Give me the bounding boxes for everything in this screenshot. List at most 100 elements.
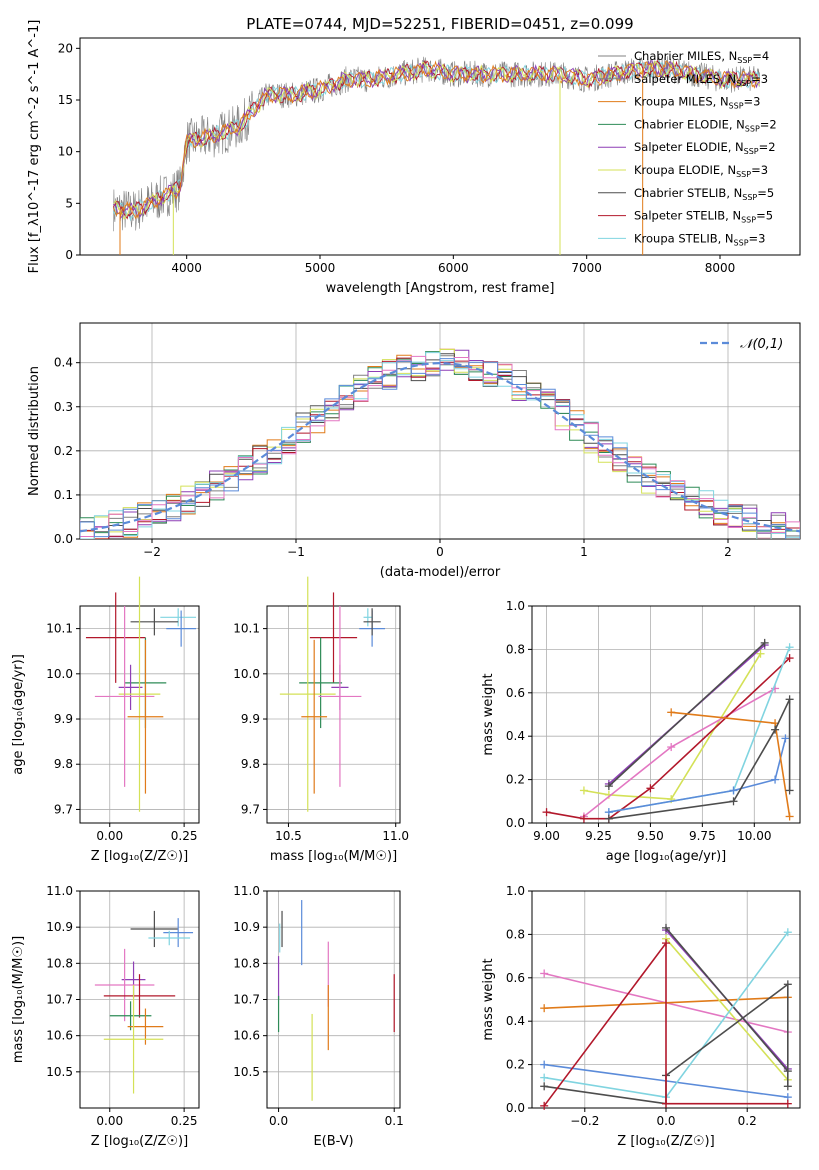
x-tick-label: 0.00 [96,1114,123,1128]
y-tick-label: 10.6 [46,1029,73,1043]
legend-label-chabrier_elodie: Chabrier ELODIE, NSSP=2 [634,117,777,133]
y-tick-label: 0.0 [54,532,73,546]
x-tick-label: 0.0 [269,1114,288,1128]
y-tick-label: 0.8 [506,642,525,656]
x-tick-label: 11.0 [382,829,409,843]
legend-label-salpeter_miles: Salpeter MILES, NSSP=3 [634,72,768,88]
x-tick-label: 9.25 [585,829,612,843]
y-tick-label: 20 [58,41,73,55]
y-tick-label: 0.4 [506,1014,525,1028]
x-tick-label: 7000 [571,261,602,275]
spectrum-axes: 4000 5000 6000 7000 8000 0 5 10 15 20 wavelength [… [27,20,801,296]
weight_vs_Z-series [540,923,792,1110]
y-tick-label: 0.0 [506,816,525,830]
x-tick-label: 2 [724,545,732,559]
y-tick-label: 5 [65,196,73,210]
weight_vs_age-series [542,638,794,823]
x-tick-label: 9.75 [689,829,716,843]
x-tick-label: 0.00 [96,829,123,843]
residuals-histograms [80,348,800,539]
x-tick-label: 0 [436,545,444,559]
mass_vs_Z-ylabel: mass [log₁₀(M/M☉)] [11,936,26,1063]
y-tick-label: 10.6 [233,1029,260,1043]
y-tick-label: 11.0 [46,884,73,898]
y-tick-label: 10.1 [46,622,73,636]
weight_vs_Z-xlabel: Z [log₁₀(Z/Z☉)] [617,1134,714,1149]
mass_vs_Z-points [94,910,194,1094]
spectrum-frame [79,37,801,256]
spectrum-legend: Chabrier MILES, NSSP=4 Salpeter MILES, NS… [598,49,777,247]
age_vs_mass-xlabel: mass [log₁₀(M/M☉)] [270,849,397,864]
x-tick-label: 9.50 [637,829,664,843]
x-tick-label: 0.0 [656,1114,675,1128]
y-tick-label: 0.0 [506,1101,525,1115]
y-tick-label: 0.3 [54,400,73,414]
series-line [608,646,791,813]
residuals-ylabel: Normed distribution [27,366,42,496]
y-tick-label: 9.7 [241,802,260,816]
weight_vs_age-xlabel: age [log₁₀(age/yr)] [606,849,727,864]
y-tick-label: 0 [65,248,73,262]
x-tick-label: 10.00 [737,829,771,843]
x-tick-label: 1 [580,545,588,559]
residuals-legend: 𝒩(0,1) [700,337,783,352]
age_vs_Z-ylabel: age [log₁₀(age/yr)] [11,654,26,775]
y-tick-label: 0.8 [506,927,525,941]
legend-label-kroupa_stelib: Kroupa STELIB, NSSP=3 [634,231,765,247]
series-line [665,927,789,1072]
figure-title: PLATE=0744, MJD=52251, FIBERID=0451, z=0… [246,15,633,33]
spectrum-model-line [112,59,761,220]
age_vs_mass-points [279,576,385,812]
residuals-axes: −2 −1 0 1 2 0.0 0.1 0.2 0.3 0.4 (data-model)/error… [27,322,801,580]
y-tick-label: 0.6 [506,686,525,700]
x-tick-label: 4000 [171,261,202,275]
y-tick-label: 10.8 [46,956,73,970]
age_vs_Z-points [85,576,197,812]
mass_vs_ebv-xlabel: E(B-V) [313,1134,353,1149]
legend-label-kroupa_miles: Kroupa MILES, NSSP=3 [634,95,760,111]
x-tick-label: 8000 [705,261,736,275]
weight_vs_age-axes: 9.00 9.25 9.50 9.75 10.00 0.0 0.2 0.4 0.6 0.8 1.0 a… [481,599,801,864]
y-tick-label: 1.0 [506,599,525,613]
y-tick-label: 10.7 [233,993,260,1007]
spectrum-model-line [112,60,761,220]
y-tick-label: 9.9 [241,712,260,726]
x-tick-label: −2 [143,545,161,559]
weight_vs_Z-axes: −0.2 0.0 0.2 0.0 0.2 0.4 0.6 0.8 1.0 Z [log₁₀(Z/Z… [481,884,801,1149]
y-tick-label: 9.7 [54,802,73,816]
y-tick-label: 0.6 [506,971,525,985]
y-tick-label: 1.0 [506,884,525,898]
x-tick-label: 5000 [305,261,336,275]
series-line [583,687,776,818]
residuals-xlabel: (data-model)/error [380,565,501,580]
normal-curve [80,361,800,533]
series-line [583,653,762,800]
age_vs_mass-axes: 10.5 11.0 9.7 9.8 9.9 10.0 10.1 mass [log₁₀(M/M… [233,605,409,864]
spectrum-model-line [112,60,761,220]
legend-label-chabrier_stelib: Chabrier STELIB, NSSP=5 [634,186,774,202]
weight_vs_Z-ylabel: mass weight [481,958,496,1040]
y-tick-label: 10.8 [233,956,260,970]
spectrum-model-line [113,60,760,219]
y-tick-label: 0.2 [506,773,525,787]
y-tick-label: 10.7 [46,993,73,1007]
x-tick-label: 9.00 [533,829,560,843]
y-tick-label: 0.2 [506,1058,525,1072]
y-tick-label: 9.8 [241,757,260,771]
y-tick-label: 10.9 [233,920,260,934]
y-tick-label: 11.0 [233,884,260,898]
y-tick-label: 10.9 [46,920,73,934]
weight_vs_age-ylabel: mass weight [481,673,496,755]
legend-label-normal: 𝒩(0,1) [740,337,783,352]
x-tick-label: 6000 [438,261,469,275]
y-tick-label: 10.5 [46,1065,73,1079]
spectrum-lines [112,55,761,255]
y-tick-label: 10 [58,145,73,159]
legend-label-salpeter_elodie: Salpeter ELODIE, NSSP=2 [634,140,776,156]
age_vs_Z-axes: 0.00 0.25 9.7 9.8 9.9 10.0 10.1 Z [log₁₀(Z/Z☉)]… [11,605,200,864]
y-tick-label: 15 [58,93,73,107]
legend-label-chabrier_miles: Chabrier MILES, NSSP=4 [634,49,769,65]
y-tick-label: 10.1 [233,622,260,636]
y-tick-label: 0.1 [54,488,73,502]
